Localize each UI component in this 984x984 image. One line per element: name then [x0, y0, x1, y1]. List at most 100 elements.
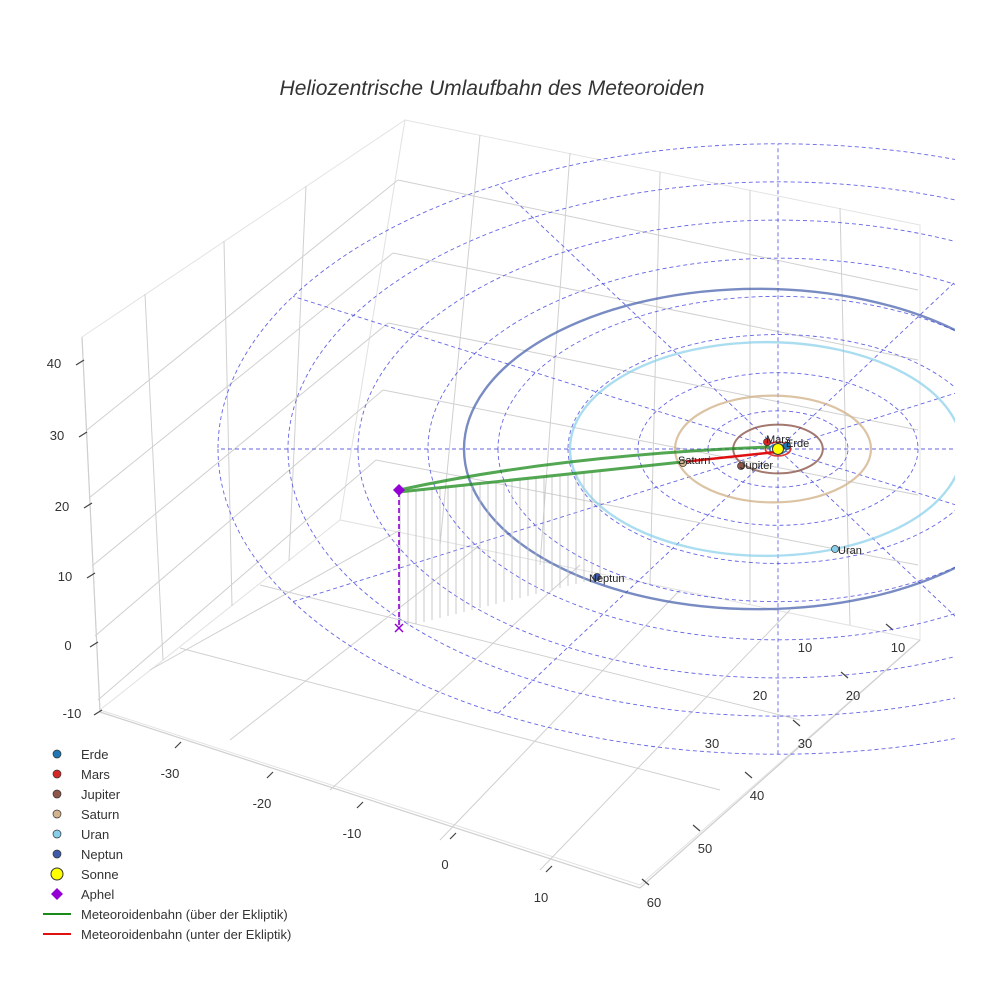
z-tick-label: 10 — [58, 569, 72, 584]
z-tick — [89, 641, 99, 648]
orbit-jupiter — [732, 423, 824, 475]
x-tick — [545, 865, 553, 873]
grid-line — [229, 544, 481, 741]
polar-ring — [357, 219, 955, 679]
legend-label: Meteoroidenbahn (über der Ekliptik) — [81, 907, 288, 922]
grid-line — [839, 207, 851, 626]
planet-orbits — [462, 287, 955, 611]
legend-label: Sonne — [81, 867, 119, 882]
x-tick-label: 0 — [441, 857, 448, 872]
planet-label-uran: Uran — [838, 545, 862, 557]
x-tick — [174, 741, 182, 749]
grid-line — [397, 179, 919, 291]
planet-uran — [831, 545, 839, 553]
x-tick — [356, 801, 364, 809]
grid-line — [392, 252, 919, 361]
planet-neptun — [593, 573, 601, 581]
legend-marker — [50, 867, 64, 881]
z-tick — [93, 709, 103, 716]
legend-label: Neptun — [81, 847, 123, 862]
planet-label-mars: Mars — [766, 434, 791, 446]
polar-spoke — [292, 392, 955, 603]
z-tick-label: -10 — [63, 706, 82, 721]
grid-line — [144, 293, 164, 661]
y-axis-line — [639, 639, 921, 889]
z-tick-label: 20 — [55, 499, 69, 514]
grid-line — [223, 240, 233, 607]
meteoroid-above-lower — [398, 460, 683, 494]
legend-label: Jupiter — [81, 787, 121, 802]
planet-jupiter — [737, 462, 745, 470]
projection-lines — [399, 472, 601, 628]
meteoroid-path — [398, 445, 777, 628]
grid-line — [539, 152, 571, 566]
gridlines — [86, 134, 919, 871]
y-tick — [692, 824, 701, 832]
x-tick-label: -10 — [343, 826, 362, 841]
legend-marker — [52, 769, 62, 779]
planet-label-jupiter: Jupiter — [740, 460, 773, 472]
polar-ring — [287, 181, 955, 717]
x-axis-line — [99, 711, 641, 889]
z-tick-label: 40 — [47, 356, 61, 371]
grid-line — [649, 171, 661, 586]
legend-label: Meteoroidenbahn (unter der Ekliptik) — [81, 927, 291, 942]
legend-marker — [52, 849, 62, 859]
planet-label-saturn: Saturn — [678, 455, 710, 467]
orbit-uran — [568, 341, 955, 557]
box-panes — [81, 118, 922, 886]
legend-marker — [52, 829, 62, 839]
planet-label-erde: Erde — [786, 438, 809, 450]
grid-line — [329, 564, 581, 791]
legend-label: Mars — [81, 767, 110, 782]
legend-marker — [52, 789, 62, 799]
aphel-marker — [393, 484, 405, 496]
y-tick-label: 40 — [750, 788, 764, 803]
axes — [81, 336, 921, 889]
y-tick — [792, 719, 801, 727]
x-tick-label: -20 — [253, 796, 272, 811]
legend-label: Saturn — [81, 807, 119, 822]
z-tick — [75, 359, 85, 366]
y-tick — [744, 771, 753, 779]
grid-line — [94, 389, 384, 637]
z-tick — [83, 502, 93, 509]
grid-line — [88, 252, 394, 499]
legend-label: Uran — [81, 827, 109, 842]
grid-line — [149, 529, 401, 671]
y-tick-label: 60 — [647, 895, 661, 910]
orbit-neptun — [462, 287, 955, 611]
x-tick-label: 10 — [534, 890, 548, 905]
meteoroid-above-upper — [398, 445, 771, 492]
polar-ring — [707, 410, 849, 488]
y-tick-label: 20 — [846, 688, 860, 703]
grid-line — [259, 584, 801, 721]
sun — [772, 443, 784, 455]
chart-title: Heliozentrische Umlaufbahn des Meteoroid… — [280, 77, 705, 100]
grid-line — [97, 459, 377, 701]
polar-ring — [567, 334, 955, 564]
ticks: -30 -20 -10 0 10 10 20 30 40 50 60 -10 0 10 20 30 40 — [47, 356, 905, 910]
planet-label-neptun: Neptun — [589, 573, 624, 585]
z-tick-label: 0 — [64, 638, 71, 653]
meteoroid-below — [681, 450, 777, 464]
grid-line — [288, 185, 307, 562]
grid-line — [91, 322, 389, 567]
z-axis-line — [81, 336, 101, 713]
planet-saturn — [679, 459, 687, 467]
legend-marker — [52, 809, 62, 819]
polar-radius-label: 30 — [705, 736, 719, 751]
grid-line — [439, 589, 681, 841]
grid-line — [439, 134, 481, 546]
orbit-saturn — [673, 394, 873, 504]
legend-marker — [51, 888, 63, 900]
z-tick — [78, 431, 88, 438]
y-tick-label: 10 — [891, 640, 905, 655]
legend-label: Aphel — [81, 887, 114, 902]
aphel-projection-marker — [394, 623, 404, 633]
x-tick — [266, 771, 274, 779]
y-tick — [641, 878, 650, 886]
legend: Erde Mars Jupiter Saturn Uran Neptun Sonne Aphe… — [43, 747, 291, 942]
y-tick-label: 50 — [698, 841, 712, 856]
